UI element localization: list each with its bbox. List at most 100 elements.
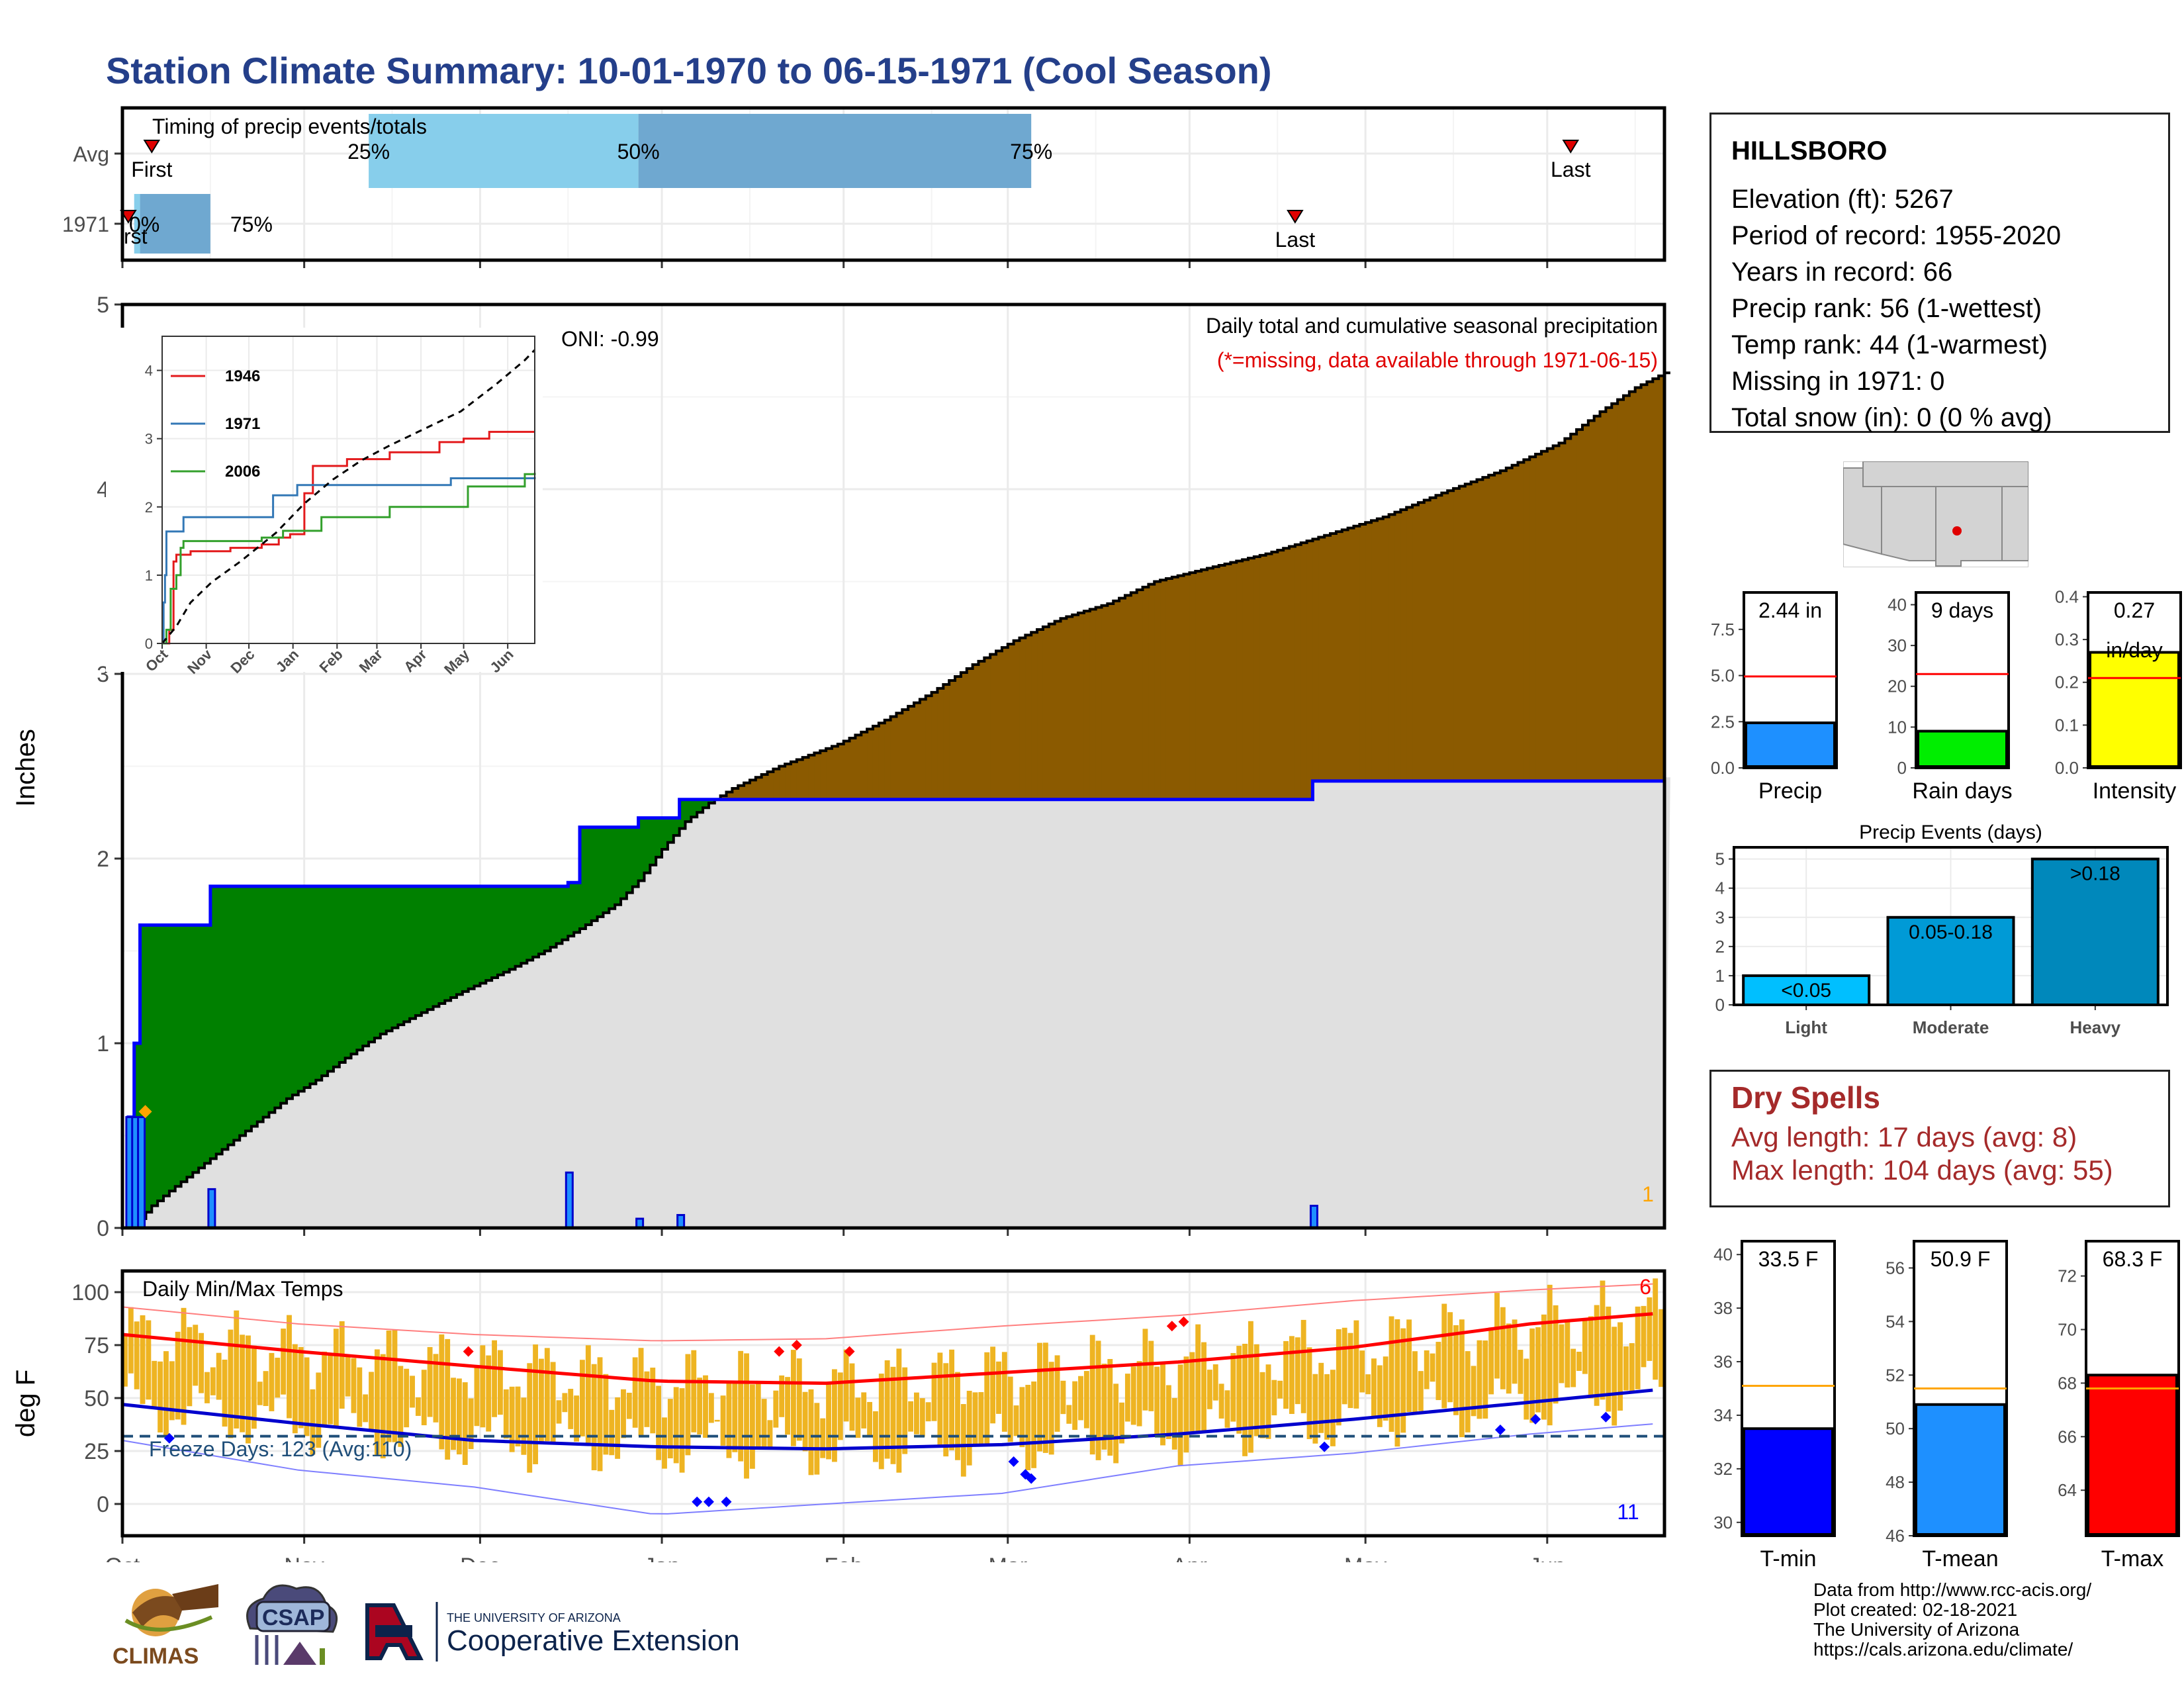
- temp-daily-range-bar: [996, 1361, 1001, 1414]
- map-state-new-mexico: [1935, 486, 2003, 567]
- temp-daily-range-bar: [322, 1351, 328, 1427]
- precip-above-avg-area: [456, 886, 463, 995]
- precip-above-avg-area: [626, 827, 633, 893]
- precip-above-avg-area: [568, 882, 574, 937]
- tmean-value-bar: [1915, 1403, 2006, 1536]
- precip-below-avg-area: [1459, 486, 1466, 781]
- precip-below-avg-area: [790, 761, 797, 800]
- precip-above-avg-area: [345, 886, 352, 1058]
- dry-spells-max: Max length: 104 days (avg: 55): [1731, 1154, 2113, 1186]
- temp-daily-range-bar: [790, 1350, 796, 1446]
- precip-below-avg-area: [1570, 434, 1577, 781]
- precip-below-avg-area: [738, 785, 745, 800]
- precip-below-avg-area: [1418, 502, 1425, 781]
- precip-above-avg-area: [497, 886, 504, 975]
- precip-daily-bar: [565, 1171, 574, 1229]
- precip-above-avg-area: [298, 886, 305, 1092]
- temp-daily-range-bar: [644, 1371, 650, 1427]
- events-ytick-label: 2: [1715, 937, 1725, 957]
- rain-days-value-label: 9 days: [1931, 598, 1993, 622]
- precip-below-avg-area: [1154, 581, 1161, 800]
- intensity-value-label: in/day: [2106, 638, 2162, 662]
- page-title: Station Climate Summary: 10-01-1970 to 0…: [106, 50, 1272, 91]
- precip-below-avg-area: [1342, 530, 1349, 781]
- precip-below-avg-area: [1230, 562, 1237, 800]
- temp-daily-range-bar: [357, 1367, 363, 1427]
- temp-daily-range-bar: [486, 1355, 492, 1432]
- temp-daily-range-bar: [1072, 1381, 1078, 1430]
- precip-below-avg-area: [1641, 385, 1648, 781]
- temp-daily-range-bar: [1600, 1280, 1606, 1400]
- temp-daily-range-bar: [1201, 1342, 1206, 1431]
- rain-days-ytick-label: 10: [1888, 717, 1907, 737]
- temp-daily-range-bar: [1037, 1342, 1042, 1452]
- precip-above-avg-area: [580, 827, 586, 929]
- temp-daily-range-bar: [392, 1329, 398, 1442]
- precip-below-avg-area: [1013, 640, 1021, 800]
- temp-xtick-label: Jun: [1529, 1554, 1565, 1562]
- precip-below-avg-area: [1048, 624, 1056, 800]
- temp-record-low-marker: [692, 1496, 703, 1507]
- precip-below-avg-area: [937, 688, 944, 800]
- precip-below-avg-area: [755, 777, 762, 800]
- temp-daily-range-bar: [1647, 1297, 1653, 1361]
- temp-daily-range-bar: [1424, 1350, 1430, 1389]
- map-state-north: [1862, 461, 2028, 487]
- precip-above-avg-area: [433, 886, 440, 1007]
- precip-below-avg-area: [1019, 637, 1026, 800]
- precip-daily-bar: [207, 1188, 216, 1229]
- temp-daily-range-bar: [1576, 1352, 1582, 1371]
- precip-above-avg-area: [380, 886, 387, 1035]
- temp-daily-range-bar: [925, 1402, 931, 1422]
- events-bar-label-heavy: >0.18: [2070, 863, 2120, 885]
- precip-below-avg-area: [1171, 577, 1179, 800]
- temp-daily-range-bar: [1547, 1284, 1553, 1426]
- precip-above-avg-area: [210, 886, 217, 1159]
- precip-below-avg-area: [1441, 492, 1448, 781]
- rain-days-ytick-label: 0: [1897, 758, 1907, 778]
- precip-below-avg-area: [1612, 403, 1618, 781]
- temp-daily-range-bar: [1089, 1335, 1095, 1455]
- precip-chart-title: Daily total and cumulative seasonal prec…: [1206, 314, 1658, 338]
- temp-daily-range-bar: [1353, 1320, 1359, 1409]
- events-bar-light: [1742, 974, 1871, 1006]
- temp-daily-range-bar: [1019, 1387, 1025, 1448]
- temp-daily-range-bar: [163, 1351, 169, 1436]
- temp-daily-range-bar: [222, 1359, 228, 1427]
- precip-below-avg-area: [908, 706, 915, 800]
- precip-below-avg-area: [855, 735, 862, 800]
- temp-daily-range-bar: [234, 1310, 240, 1429]
- temp-daily-range-bar: [474, 1366, 480, 1427]
- temp-daily-range-bar: [966, 1391, 972, 1466]
- precip-chart: 0 1 2 3 4 5 1 Daily total and cumulative season…: [11, 293, 1670, 1241]
- tmax-title: T-max: [2101, 1546, 2163, 1571]
- precip-below-avg-area: [955, 676, 962, 800]
- precip-below-avg-area: [861, 731, 868, 800]
- temp-daily-range-bar: [187, 1327, 193, 1407]
- rain-days-value-bar: [1917, 729, 2008, 768]
- timing-year-last-label: Last: [1275, 228, 1316, 252]
- rain-days-ytick-label: 20: [1888, 677, 1907, 696]
- timing-title: Timing of precip events/totals: [152, 115, 427, 138]
- temp-daily-range-bar: [955, 1372, 960, 1460]
- temp-daily-range-bar: [1506, 1323, 1512, 1394]
- precip-below-avg-area: [1535, 453, 1542, 781]
- freeze-days-label: Freeze Days: 123 (Avg:110): [149, 1437, 412, 1461]
- precip-below-avg-area: [1083, 611, 1091, 800]
- temp-daily-range-bar: [603, 1374, 609, 1455]
- temp-daily-range-bar: [462, 1382, 468, 1466]
- temp-daily-range-bar: [497, 1350, 503, 1415]
- temp-daily-range-bar: [1083, 1371, 1089, 1429]
- precip-above-avg-area: [556, 886, 563, 944]
- temp-daily-range-bar: [333, 1329, 339, 1427]
- precip-below-avg-area: [1271, 551, 1278, 800]
- precip-above-avg-area: [328, 886, 334, 1072]
- temp-daily-range-bar: [1259, 1372, 1265, 1438]
- temp-ytick-label: 0: [97, 1492, 109, 1517]
- timing-avg-50-label: 50%: [617, 140, 660, 164]
- precip-ytick-label: 0: [97, 1216, 109, 1241]
- precip-above-avg-area: [539, 886, 545, 955]
- temp-daily-range-bar: [662, 1417, 667, 1469]
- precip-below-avg-area: [767, 771, 774, 800]
- csap-logo-text: CSAP: [262, 1605, 324, 1630]
